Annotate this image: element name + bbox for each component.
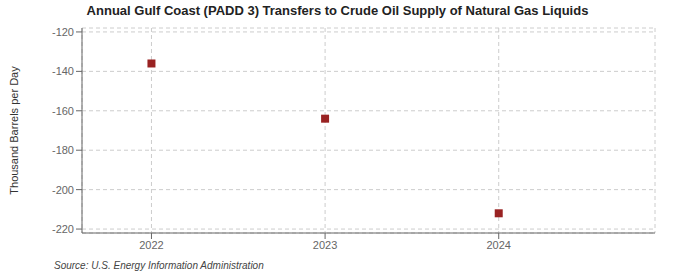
- svg-text:-160: -160: [52, 105, 74, 117]
- svg-text:2022: 2022: [139, 239, 163, 251]
- svg-text:-140: -140: [52, 65, 74, 77]
- html-text:Annual Gulf Coast (PADD 3) Tra: Annual Gulf Coast (PADD 3) Transfers to …: [86, 3, 589, 18]
- svg-text:-220: -220: [52, 223, 74, 235]
- svg-text:-120: -120: [52, 26, 74, 38]
- svg-text:-180: -180: [52, 144, 74, 156]
- svg-text:Thousand Barrels per Day: Thousand Barrels per Day: [8, 66, 20, 195]
- svg-text:2023: 2023: [313, 239, 337, 251]
- html-text:Source: U.S. Energy Informatio: Source: U.S. Energy Information Administ…: [54, 260, 264, 271]
- svg-text:2024: 2024: [486, 239, 510, 251]
- svg-text:-200: -200: [52, 184, 74, 196]
